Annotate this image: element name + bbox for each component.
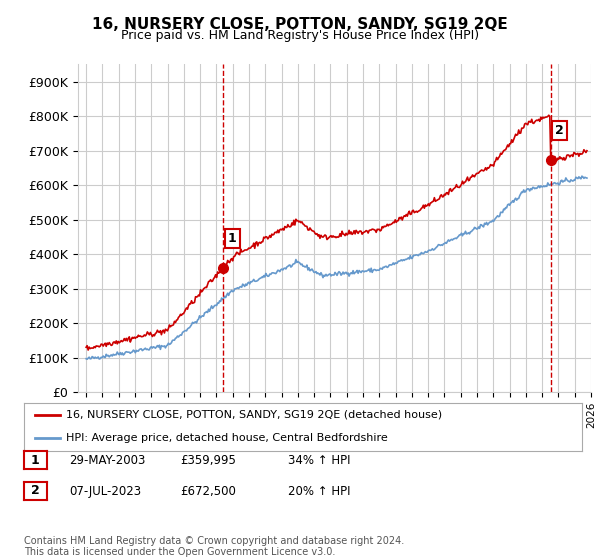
Text: £359,995: £359,995 xyxy=(180,454,236,467)
Text: 29-MAY-2003: 29-MAY-2003 xyxy=(69,454,145,467)
Text: £672,500: £672,500 xyxy=(180,484,236,498)
Text: 1: 1 xyxy=(228,232,237,245)
Text: Contains HM Land Registry data © Crown copyright and database right 2024.
This d: Contains HM Land Registry data © Crown c… xyxy=(24,535,404,557)
Text: 34% ↑ HPI: 34% ↑ HPI xyxy=(288,454,350,467)
Text: 16, NURSERY CLOSE, POTTON, SANDY, SG19 2QE (detached house): 16, NURSERY CLOSE, POTTON, SANDY, SG19 2… xyxy=(66,409,442,419)
Text: 2: 2 xyxy=(31,484,40,497)
Text: 07-JUL-2023: 07-JUL-2023 xyxy=(69,484,141,498)
Text: 20% ↑ HPI: 20% ↑ HPI xyxy=(288,484,350,498)
Text: HPI: Average price, detached house, Central Bedfordshire: HPI: Average price, detached house, Cent… xyxy=(66,433,388,444)
Text: 1: 1 xyxy=(31,454,40,466)
Text: 2: 2 xyxy=(556,124,564,137)
Text: 16, NURSERY CLOSE, POTTON, SANDY, SG19 2QE: 16, NURSERY CLOSE, POTTON, SANDY, SG19 2… xyxy=(92,17,508,32)
Text: Price paid vs. HM Land Registry's House Price Index (HPI): Price paid vs. HM Land Registry's House … xyxy=(121,29,479,42)
